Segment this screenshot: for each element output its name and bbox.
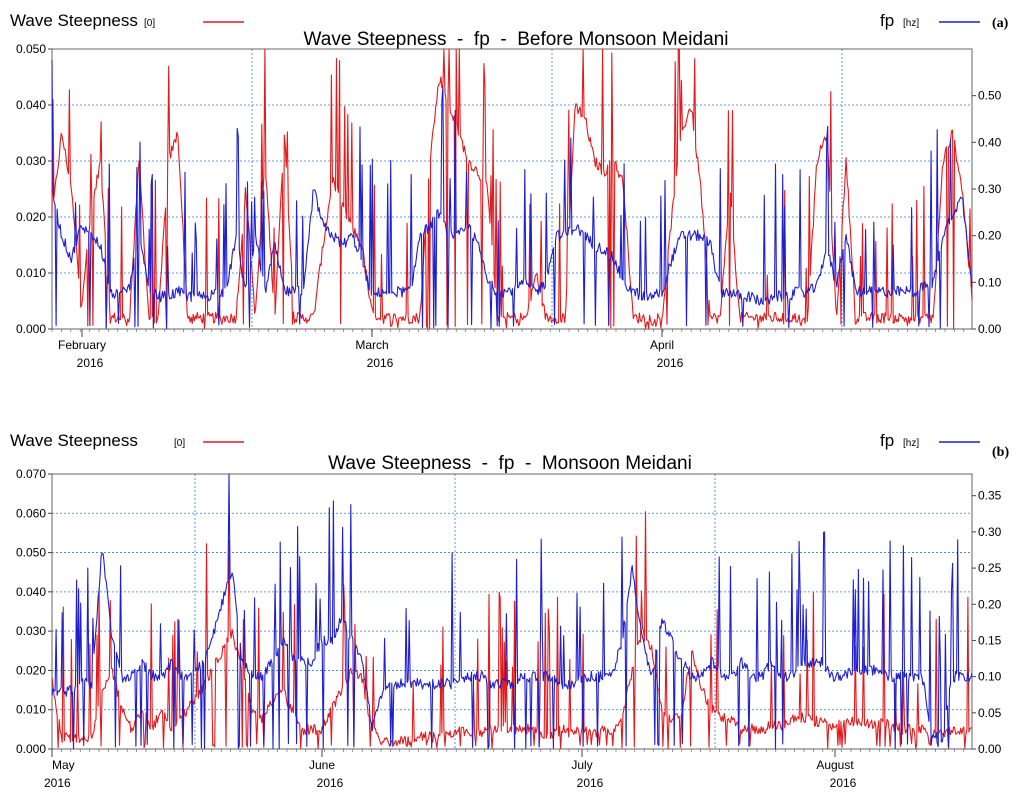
series-line-fp xyxy=(51,473,973,750)
x-year-label: 2016 xyxy=(830,776,857,790)
x-month-label: March xyxy=(355,338,388,352)
x-month-label: April xyxy=(650,338,674,352)
panel-b: Wave Steepness [0] fp [hz] (b) Wave Stee… xyxy=(10,431,1009,790)
right-tick-label: 0.30 xyxy=(978,525,1002,539)
legend-right-unit: [hz] xyxy=(903,18,919,29)
right-tick-label: 0.35 xyxy=(978,489,1002,503)
left-tick-label: 0.050 xyxy=(16,42,46,56)
chart-title: Wave Steepness - fp - Monsoon Meidani xyxy=(328,453,692,474)
x-year-label: 2016 xyxy=(657,356,684,370)
left-tick-label: 0.060 xyxy=(16,506,46,520)
x-month-label: June xyxy=(309,758,335,772)
legend-left-label: Wave Steepness xyxy=(10,431,138,450)
right-axis: 0.00 0.05 0.10 0.15 0.20 0.25 0.30 0.35 xyxy=(972,489,1002,756)
right-tick-label: 0.10 xyxy=(978,670,1002,684)
series-group xyxy=(51,473,973,750)
x-axis: May 2016 June 2016 July 2016 August 2016 xyxy=(44,749,965,790)
x-year-label: 2016 xyxy=(367,356,394,370)
left-axis: 0.000 0.010 0.020 0.030 0.040 0.050 0.060 0.070 xyxy=(16,467,52,756)
plot-frame xyxy=(51,473,973,750)
legend-left-label: Wave Steepness xyxy=(10,11,138,30)
right-tick-label: 0.25 xyxy=(978,561,1002,575)
series-line-fp xyxy=(51,60,973,330)
left-tick-label: 0.030 xyxy=(16,154,46,168)
panel-a: Wave Steepness [0] fp [hz] (a) Wave Stee… xyxy=(10,11,1009,370)
x-month-label: May xyxy=(52,758,75,772)
x-axis: February 2016 March 2016 April 2016 xyxy=(51,329,965,370)
left-tick-label: 0.020 xyxy=(16,663,46,677)
right-tick-label: 0.40 xyxy=(978,135,1002,149)
left-tick-label: 0.040 xyxy=(16,98,46,112)
legend-left-unit: [0] xyxy=(144,18,155,29)
left-tick-label: 0.010 xyxy=(16,266,46,280)
right-tick-label: 0.20 xyxy=(978,229,1002,243)
right-tick-label: 0.00 xyxy=(978,322,1002,336)
left-tick-label: 0.000 xyxy=(16,742,46,756)
x-month-label: July xyxy=(571,758,592,772)
left-tick-label: 0.040 xyxy=(16,585,46,599)
right-tick-label: 0.10 xyxy=(978,275,1002,289)
series-line-wave-steepness xyxy=(51,48,973,330)
grid xyxy=(52,49,972,329)
left-tick-label: 0.070 xyxy=(16,467,46,481)
x-year-label: 2016 xyxy=(577,776,604,790)
plot-frame xyxy=(51,48,973,330)
left-tick-label: 0.000 xyxy=(16,322,46,336)
x-year-label: 2016 xyxy=(77,356,104,370)
series-line-wave-steepness xyxy=(51,511,973,750)
right-tick-label: 0.50 xyxy=(978,89,1002,103)
x-year-label: 2016 xyxy=(317,776,344,790)
right-tick-label: 0.15 xyxy=(978,633,1002,647)
legend-right-unit: [hz] xyxy=(903,438,919,449)
right-tick-label: 0.30 xyxy=(978,182,1002,196)
right-tick-label: 0.05 xyxy=(978,706,1002,720)
legend-right-label: fp xyxy=(880,11,894,30)
panel-tag: (a) xyxy=(992,16,1009,31)
panel-tag: (b) xyxy=(992,445,1009,460)
x-year-label: 2016 xyxy=(44,776,71,790)
left-axis: 0.000 0.010 0.020 0.030 0.040 0.050 xyxy=(16,42,52,336)
series-group xyxy=(51,48,973,330)
left-tick-label: 0.050 xyxy=(16,546,46,560)
legend-left-unit: [0] xyxy=(174,438,185,449)
legend-right-label: fp xyxy=(880,431,894,450)
left-tick-label: 0.030 xyxy=(16,624,46,638)
left-tick-label: 0.020 xyxy=(16,210,46,224)
right-axis: 0.00 0.10 0.20 0.30 0.40 0.50 xyxy=(972,89,1002,336)
chart-title: Wave Steepness - fp - Before Monsoon Mei… xyxy=(304,29,729,50)
right-tick-label: 0.20 xyxy=(978,597,1002,611)
x-month-label: August xyxy=(816,758,854,772)
x-month-label: February xyxy=(58,338,106,352)
right-tick-label: 0.00 xyxy=(978,742,1002,756)
left-tick-label: 0.010 xyxy=(16,703,46,717)
